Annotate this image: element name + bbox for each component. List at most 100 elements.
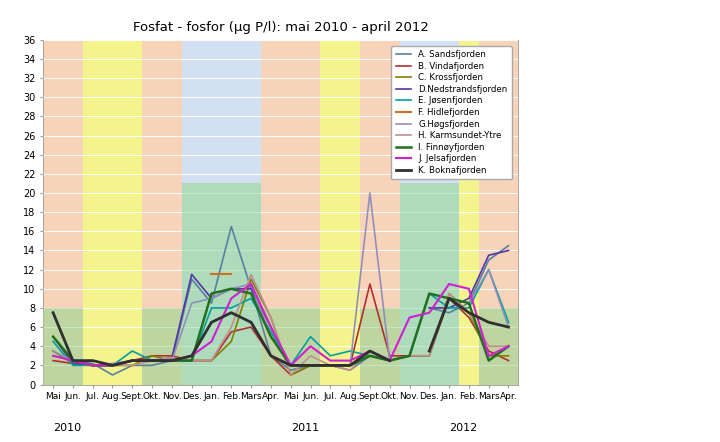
J. Jelsafjorden — [445, 281, 454, 286]
K. Boknafjorden — [187, 353, 196, 358]
G.Høgsfjorden — [385, 358, 394, 363]
D.Nedstrandsfjorden — [287, 363, 295, 368]
K. Boknafjorden — [247, 320, 256, 325]
D.Nedstrandsfjorden — [148, 358, 156, 363]
I. Finnøyfjorden — [168, 358, 176, 363]
Line: J. Jelsafjorden: J. Jelsafjorden — [53, 284, 508, 366]
J. Jelsafjorden — [68, 358, 77, 363]
B. Vindafjorden — [207, 358, 216, 363]
I. Finnøyfjorden — [485, 358, 493, 363]
Line: A. Sandsfjorden: A. Sandsfjorden — [53, 226, 390, 375]
J. Jelsafjorden — [306, 343, 315, 349]
J. Jelsafjorden — [247, 281, 256, 286]
E. Jøsenfjorden — [49, 339, 58, 344]
Bar — [261, 40, 320, 385]
C. Krossfjorden — [326, 363, 335, 368]
I. Finnøyfjorden — [346, 363, 354, 368]
C. Krossfjorden — [148, 353, 156, 358]
G.Høgsfjorden — [108, 361, 117, 366]
C. Krossfjorden — [168, 358, 176, 363]
E. Jøsenfjorden — [128, 348, 137, 354]
Line: E. Jøsenfjorden: E. Jøsenfjorden — [53, 270, 508, 366]
C. Krossfjorden — [464, 310, 473, 315]
E. Jøsenfjorden — [366, 353, 374, 358]
J. Jelsafjorden — [346, 358, 354, 363]
A. Sandsfjorden — [187, 277, 196, 282]
I. Finnøyfjorden — [287, 363, 295, 368]
C. Krossfjorden — [445, 291, 454, 296]
E. Jøsenfjorden — [266, 329, 275, 335]
E. Jøsenfjorden — [445, 305, 454, 311]
Text: 2010: 2010 — [53, 423, 81, 434]
H. Karmsundet-Ytre — [326, 363, 335, 368]
B. Vindafjorden — [504, 358, 513, 363]
C. Krossfjorden — [266, 315, 275, 320]
G.Høgsfjorden — [148, 358, 156, 363]
B. Vindafjorden — [287, 372, 295, 377]
D.Nedstrandsfjorden — [108, 363, 117, 368]
H. Karmsundet-Ytre — [227, 324, 235, 330]
Bar — [360, 40, 400, 385]
E. Jøsenfjorden — [89, 363, 97, 368]
E. Jøsenfjorden — [247, 296, 256, 301]
C. Krossfjorden — [128, 363, 137, 368]
E. Jøsenfjorden — [326, 353, 335, 358]
J. Jelsafjorden — [207, 339, 216, 344]
H. Karmsundet-Ytre — [89, 363, 97, 368]
H. Karmsundet-Ytre — [306, 353, 315, 358]
C. Krossfjorden — [366, 353, 374, 358]
Bar — [83, 40, 142, 385]
Line: B. Vindafjorden: B. Vindafjorden — [53, 284, 508, 375]
E. Jøsenfjorden — [148, 358, 156, 363]
Line: D.Nedstrandsfjorden: D.Nedstrandsfjorden — [53, 274, 390, 366]
G.Høgsfjorden — [89, 363, 97, 368]
D.Nedstrandsfjorden — [326, 363, 335, 368]
C. Krossfjorden — [207, 358, 216, 363]
K. Boknafjorden — [148, 358, 156, 363]
G.Høgsfjorden — [366, 191, 374, 196]
J. Jelsafjorden — [366, 348, 374, 354]
K. Boknafjorden — [108, 363, 117, 368]
Title: Fosfat - fosfor (μg P/l): mai 2010 - april 2012: Fosfat - fosfor (μg P/l): mai 2010 - apr… — [133, 22, 428, 34]
E. Jøsenfjorden — [306, 334, 315, 339]
Line: I. Finnøyfjorden: I. Finnøyfjorden — [53, 289, 508, 366]
C. Krossfjorden — [108, 363, 117, 368]
Line: K. Boknafjorden: K. Boknafjorden — [53, 312, 390, 366]
Bar — [459, 40, 479, 385]
H. Karmsundet-Ytre — [266, 315, 275, 320]
H. Karmsundet-Ytre — [287, 372, 295, 377]
E. Jøsenfjorden — [207, 305, 216, 311]
A. Sandsfjorden — [385, 358, 394, 363]
Text: 2012: 2012 — [449, 423, 477, 434]
D.Nedstrandsfjorden — [187, 272, 196, 277]
J. Jelsafjorden — [425, 310, 433, 315]
E. Jøsenfjorden — [425, 291, 433, 296]
Text: 2011: 2011 — [291, 423, 319, 434]
G.Høgsfjorden — [128, 358, 137, 363]
B. Vindafjorden — [128, 358, 137, 363]
D.Nedstrandsfjorden — [68, 361, 77, 366]
J. Jelsafjorden — [108, 363, 117, 368]
Legend: A. Sandsfjorden, B. Vindafjorden, C. Krossfjorden, D.Nedstrandsfjorden, E. Jøsen: A. Sandsfjorden, B. Vindafjorden, C. Kro… — [392, 46, 512, 179]
D.Nedstrandsfjorden — [89, 363, 97, 368]
B. Vindafjorden — [346, 363, 354, 368]
K. Boknafjorden — [68, 358, 77, 363]
A. Sandsfjorden — [287, 367, 295, 373]
J. Jelsafjorden — [326, 358, 335, 363]
H. Karmsundet-Ytre — [187, 358, 196, 363]
I. Finnøyfjorden — [227, 286, 235, 291]
G.Høgsfjorden — [247, 281, 256, 286]
C. Krossfjorden — [227, 339, 235, 344]
J. Jelsafjorden — [187, 353, 196, 358]
K. Boknafjorden — [89, 358, 97, 363]
I. Finnøyfjorden — [247, 291, 256, 296]
B. Vindafjorden — [108, 363, 117, 368]
H. Karmsundet-Ytre — [464, 310, 473, 315]
H. Karmsundet-Ytre — [346, 367, 354, 373]
J. Jelsafjorden — [405, 315, 414, 320]
B. Vindafjorden — [326, 363, 335, 368]
E. Jøsenfjorden — [287, 363, 295, 368]
D.Nedstrandsfjorden — [247, 286, 256, 291]
A. Sandsfjorden — [227, 224, 235, 229]
K. Boknafjorden — [168, 358, 176, 363]
